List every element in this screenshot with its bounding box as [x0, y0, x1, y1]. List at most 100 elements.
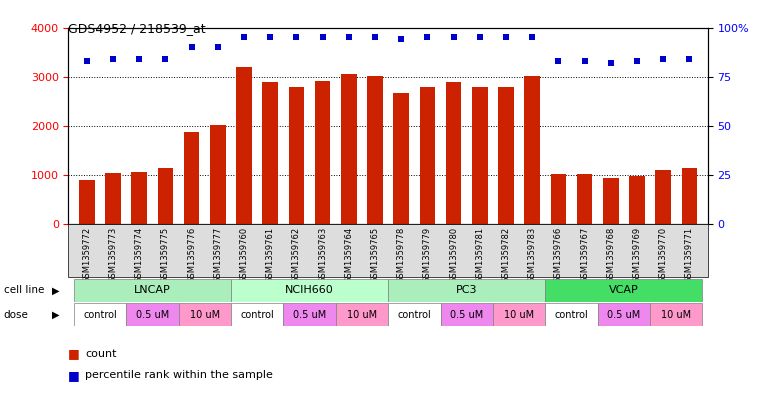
Bar: [546, 279, 702, 302]
Text: ■: ■: [68, 347, 84, 360]
Bar: [315, 81, 330, 224]
Point: [317, 34, 329, 40]
Text: GSM1359765: GSM1359765: [371, 227, 380, 283]
Point: [683, 56, 696, 62]
Bar: [498, 87, 514, 224]
Bar: [472, 87, 488, 224]
Text: control: control: [397, 310, 431, 320]
Text: 0.5 uM: 0.5 uM: [293, 310, 326, 320]
Text: GSM1359783: GSM1359783: [527, 227, 537, 283]
Point: [186, 44, 198, 50]
Point: [81, 58, 93, 64]
Text: cell line: cell line: [4, 285, 44, 296]
Bar: [236, 67, 252, 224]
Text: GSM1359766: GSM1359766: [554, 227, 563, 283]
Bar: [126, 303, 179, 326]
Point: [422, 34, 434, 40]
Text: GSM1359780: GSM1359780: [449, 227, 458, 283]
Bar: [367, 75, 383, 224]
Text: GSM1359764: GSM1359764: [344, 227, 353, 283]
Text: control: control: [240, 310, 274, 320]
Text: GSM1359761: GSM1359761: [266, 227, 275, 283]
Text: GSM1359777: GSM1359777: [213, 227, 222, 283]
Bar: [183, 132, 199, 224]
Point: [159, 56, 171, 62]
Text: GSM1359781: GSM1359781: [476, 227, 484, 283]
Text: ■: ■: [68, 369, 84, 382]
Bar: [650, 303, 702, 326]
Text: GSM1359773: GSM1359773: [109, 227, 117, 283]
Bar: [231, 279, 388, 302]
Bar: [682, 167, 697, 224]
Text: GSM1359770: GSM1359770: [659, 227, 667, 283]
Text: percentile rank within the sample: percentile rank within the sample: [85, 370, 273, 380]
Bar: [388, 303, 441, 326]
Bar: [68, 224, 708, 277]
Bar: [446, 82, 461, 224]
Bar: [231, 303, 283, 326]
Text: ▶: ▶: [52, 310, 59, 320]
Point: [657, 56, 669, 62]
Bar: [441, 303, 493, 326]
Text: GSM1359767: GSM1359767: [580, 227, 589, 283]
Text: count: count: [85, 349, 116, 359]
Point: [107, 56, 119, 62]
Text: GSM1359776: GSM1359776: [187, 227, 196, 283]
Text: 0.5 uM: 0.5 uM: [450, 310, 483, 320]
Bar: [524, 75, 540, 224]
Text: GSM1359768: GSM1359768: [607, 227, 616, 283]
Text: 0.5 uM: 0.5 uM: [135, 310, 169, 320]
Point: [552, 58, 565, 64]
Bar: [577, 174, 593, 224]
Bar: [210, 125, 226, 224]
Bar: [158, 169, 174, 224]
Point: [238, 34, 250, 40]
Text: 10 uM: 10 uM: [661, 310, 691, 320]
Bar: [263, 82, 278, 224]
Text: GSM1359775: GSM1359775: [161, 227, 170, 283]
Text: dose: dose: [4, 310, 29, 320]
Text: GSM1359774: GSM1359774: [135, 227, 144, 283]
Bar: [132, 172, 147, 224]
Text: 0.5 uM: 0.5 uM: [607, 310, 641, 320]
Point: [578, 58, 591, 64]
Bar: [288, 87, 304, 224]
Point: [500, 34, 512, 40]
Point: [369, 34, 381, 40]
Text: GSM1359763: GSM1359763: [318, 227, 327, 283]
Text: GSM1359762: GSM1359762: [292, 227, 301, 283]
Text: GDS4952 / 218539_at: GDS4952 / 218539_at: [68, 22, 206, 35]
Bar: [393, 94, 409, 224]
Bar: [74, 303, 126, 326]
Point: [395, 36, 407, 42]
Bar: [493, 303, 546, 326]
Text: 10 uM: 10 uM: [347, 310, 377, 320]
Text: 10 uM: 10 uM: [504, 310, 534, 320]
Bar: [603, 178, 619, 224]
Text: GSM1359778: GSM1359778: [396, 227, 406, 283]
Point: [447, 34, 460, 40]
Bar: [179, 303, 231, 326]
Text: PC3: PC3: [456, 285, 477, 296]
Bar: [74, 279, 231, 302]
Point: [133, 56, 145, 62]
Point: [264, 34, 276, 40]
Text: GSM1359771: GSM1359771: [685, 227, 694, 283]
Point: [291, 34, 303, 40]
Bar: [79, 180, 94, 224]
Text: 10 uM: 10 uM: [189, 310, 220, 320]
Point: [212, 44, 224, 50]
Text: GSM1359782: GSM1359782: [501, 227, 511, 283]
Bar: [341, 73, 357, 224]
Text: LNCAP: LNCAP: [134, 285, 170, 296]
Text: GSM1359779: GSM1359779: [423, 227, 432, 283]
Bar: [336, 303, 388, 326]
Bar: [597, 303, 650, 326]
Text: GSM1359772: GSM1359772: [82, 227, 91, 283]
Bar: [655, 170, 671, 224]
Bar: [283, 303, 336, 326]
Bar: [550, 174, 566, 224]
Point: [605, 60, 617, 66]
Text: NCIH660: NCIH660: [285, 285, 334, 296]
Bar: [388, 279, 546, 302]
